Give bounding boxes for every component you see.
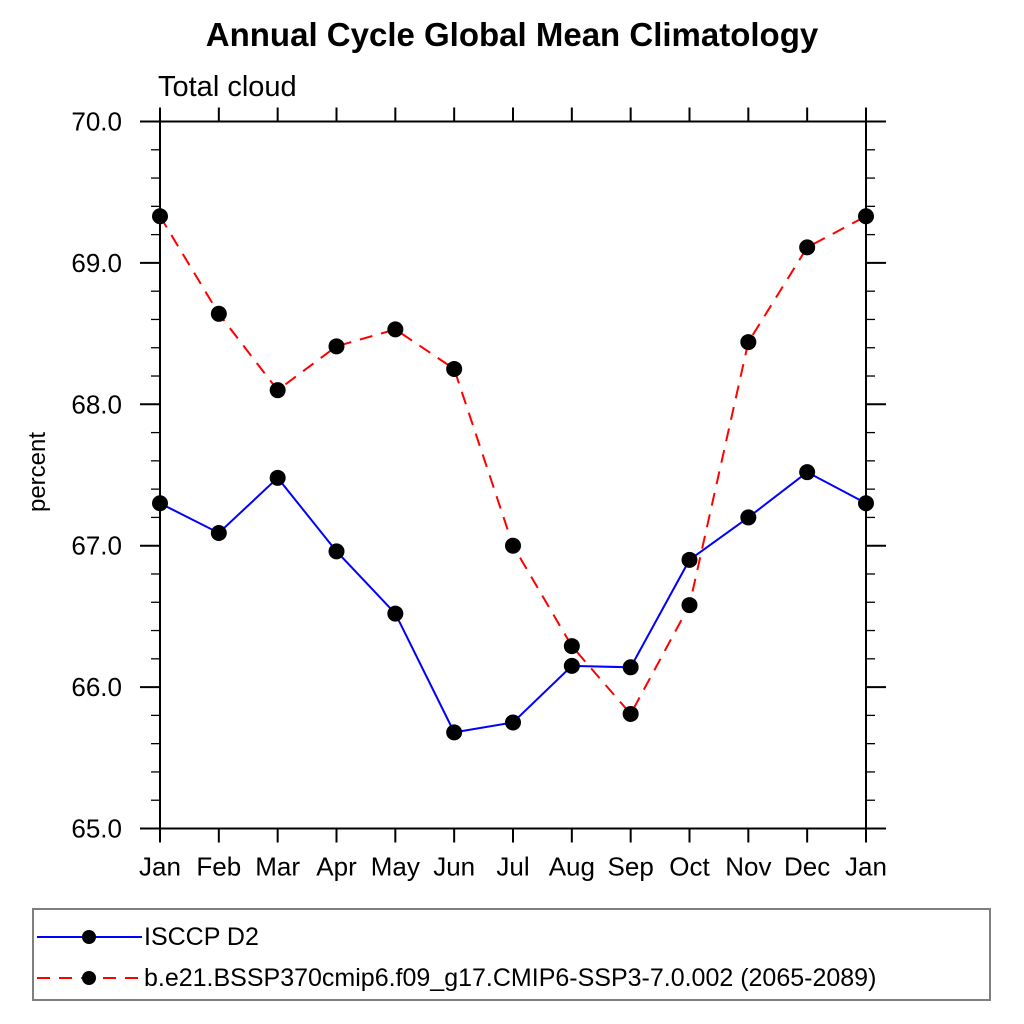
series-marker-0	[152, 495, 168, 512]
series-marker-1	[387, 321, 404, 338]
legend-sample-marker	[82, 930, 96, 944]
series-marker-1	[446, 360, 463, 377]
x-tick-label: Feb	[196, 852, 241, 882]
y-tick-label: 70.0	[71, 107, 122, 137]
series-marker-1	[152, 208, 168, 225]
series-marker-0	[681, 551, 698, 568]
legend-label: b.e21.BSSP370cmip6.f09_g17.CMIP6-SSP3-7.…	[144, 963, 877, 992]
series-line-0	[159, 470, 867, 734]
legend-entry: ISCCP D2	[37, 922, 259, 952]
legend-box: ISCCP D2 b.e21.BSSP370cmip6.f09_g17.CMIP…	[32, 908, 991, 1001]
x-tick-label: Apr	[316, 852, 357, 882]
x-tick-label: Nov	[725, 852, 771, 882]
series-marker-0	[740, 509, 757, 526]
x-tick-label: May	[371, 852, 420, 882]
series-marker-0	[505, 714, 521, 731]
x-tick-label: Dec	[784, 852, 830, 882]
y-tick-label: 65.0	[71, 814, 122, 844]
series-marker-1	[622, 705, 639, 722]
x-tick-label: Jun	[433, 852, 475, 882]
series-marker-1	[740, 334, 757, 351]
series-marker-0	[799, 464, 816, 481]
y-tick-label: 68.0	[71, 389, 122, 419]
legend-label: ISCCP D2	[144, 922, 259, 951]
series-marker-1	[328, 338, 345, 355]
x-tick-label: Jul	[496, 852, 529, 882]
x-tick-label: Oct	[669, 852, 710, 882]
y-tick-label: 67.0	[71, 531, 122, 561]
series-marker-0	[210, 524, 227, 541]
series-line-1	[159, 215, 867, 716]
legend-sample-marker	[82, 971, 96, 985]
series-marker-1	[269, 382, 286, 399]
series-marker-0	[446, 724, 463, 741]
y-tick-label: 69.0	[71, 248, 122, 278]
chart-title: Annual Cycle Global Mean Climatology	[205, 16, 819, 53]
series-marker-0	[622, 659, 639, 676]
series-marker-0	[563, 657, 580, 674]
x-tick-label: Jan	[845, 852, 887, 882]
series-marker-0	[328, 543, 345, 560]
legend-line-sample-icon	[37, 971, 142, 985]
series-marker-1	[799, 239, 816, 256]
series-marker-0	[858, 495, 874, 512]
legend-line-sample-icon	[37, 930, 142, 944]
plot-area: 65.0 66.0 67.0 68.0 69.0 70.0 Jan Feb Mar Apr May J…	[71, 107, 887, 882]
x-tick-label: Mar	[255, 852, 300, 882]
series-marker-1	[681, 597, 698, 614]
series-marker-0	[387, 605, 404, 622]
y-tick-label: 66.0	[71, 672, 122, 702]
x-tick-label: Jan	[139, 852, 181, 882]
series-marker-1	[563, 638, 580, 655]
legend-entry: b.e21.BSSP370cmip6.f09_g17.CMIP6-SSP3-7.…	[37, 963, 876, 993]
series-marker-1	[210, 305, 227, 322]
series-marker-0	[269, 469, 286, 486]
x-tick-label: Aug	[549, 852, 595, 882]
chart-subtitle: Total cloud	[158, 71, 297, 103]
series-marker-1	[858, 208, 874, 225]
series-marker-1	[505, 537, 521, 554]
plot-frame	[159, 120, 867, 830]
x-tick-label: Sep	[608, 852, 654, 882]
